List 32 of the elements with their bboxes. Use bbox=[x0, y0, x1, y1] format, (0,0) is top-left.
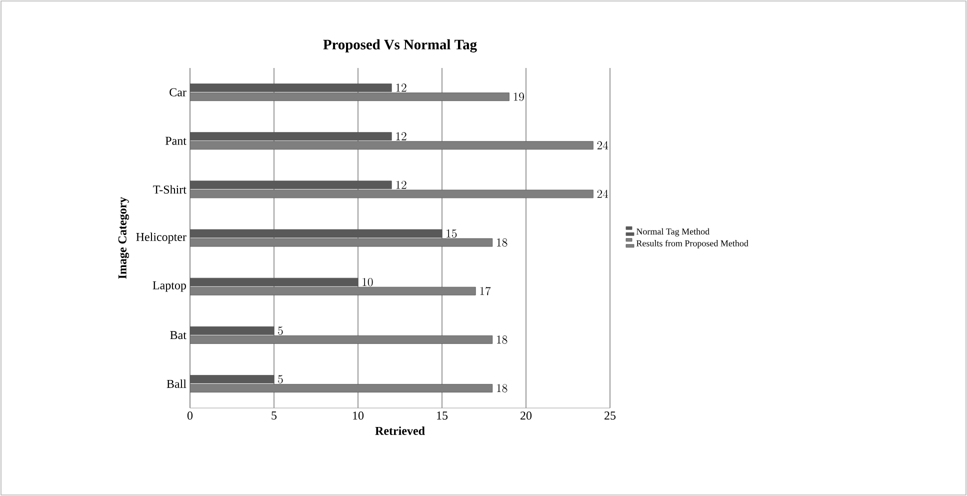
y-tick-label: Pant bbox=[165, 136, 186, 145]
y-tick-label: Laptop bbox=[152, 281, 186, 292]
data-label: 5 bbox=[278, 375, 283, 384]
data-label: 12 bbox=[396, 180, 406, 189]
legend-label: Results from Proposed Method bbox=[636, 240, 748, 248]
data-label: 12 bbox=[396, 132, 406, 140]
data-label: 19 bbox=[514, 92, 524, 101]
y-tick-label: Helicopter bbox=[136, 232, 186, 244]
data-label: 17 bbox=[480, 286, 491, 296]
data-label: 18 bbox=[497, 384, 508, 392]
y-tick-label: Ball bbox=[166, 379, 186, 388]
data-label: 10 bbox=[362, 278, 373, 286]
x-tick-label: 20 bbox=[520, 412, 532, 420]
data-label: 12 bbox=[396, 84, 406, 92]
x-tick-label: 0 bbox=[187, 412, 193, 420]
x-tick-label: 5 bbox=[272, 412, 277, 420]
x-axis-title: Retrieved bbox=[375, 426, 425, 435]
y-tick-label: T-Shirt bbox=[153, 185, 186, 194]
y-tick-label: Car bbox=[170, 88, 186, 96]
legend-label: Normal Tag Method bbox=[636, 228, 710, 236]
chart-title: Proposed Vs Normal Tag bbox=[323, 39, 477, 52]
data-label: 5 bbox=[278, 326, 283, 335]
y-axis-title: Image Category bbox=[118, 196, 129, 279]
data-label: 24 bbox=[597, 141, 608, 150]
data-label: 15 bbox=[446, 229, 457, 238]
x-tick-label: 10 bbox=[353, 412, 364, 420]
data-label: 18 bbox=[497, 336, 508, 344]
data-label: 24 bbox=[597, 190, 608, 198]
x-tick-label: 15 bbox=[437, 412, 448, 420]
x-tick-label: 25 bbox=[604, 412, 616, 420]
y-tick-label: Bat bbox=[170, 331, 186, 340]
data-label: 18 bbox=[497, 238, 508, 247]
